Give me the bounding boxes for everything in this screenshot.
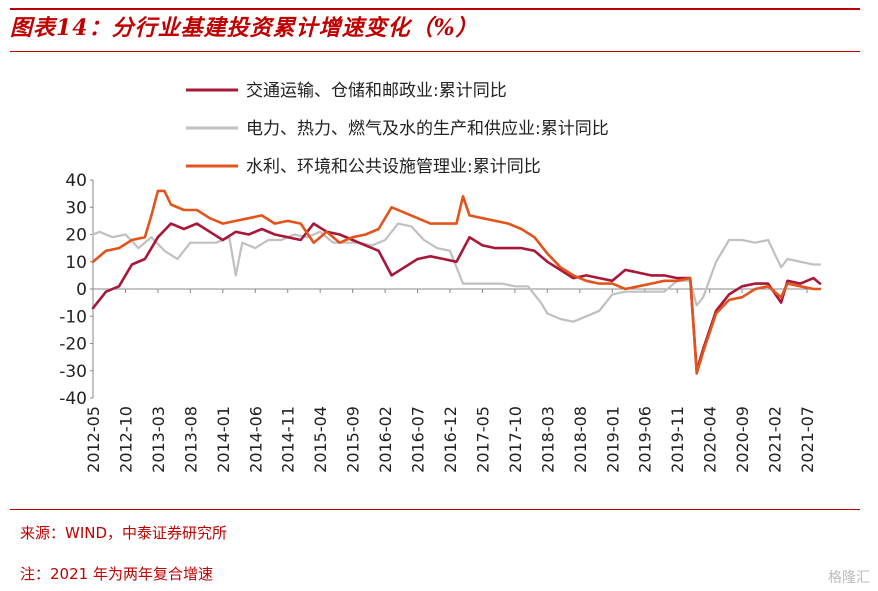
x-tick-label: 2019-11 <box>668 406 687 473</box>
legend-label-3: 水利、环境和公共设施管理业:累计同比 <box>246 157 541 177</box>
footnote: 注：2021 年为两年复合增速 <box>20 565 213 583</box>
y-tick-label: -20 <box>59 335 87 355</box>
x-tick-label: 2018-08 <box>571 406 590 473</box>
x-tick-label: 2018-03 <box>538 406 557 473</box>
y-tick-label: 10 <box>65 253 87 273</box>
x-tick-label: 2015-09 <box>344 406 363 473</box>
x-tick-label: 2020-04 <box>701 406 720 473</box>
x-tick-label: 2012-10 <box>116 406 135 473</box>
x-tick-label: 2017-10 <box>506 406 525 473</box>
title-rule <box>10 51 860 52</box>
x-tick-label: 2016-07 <box>409 406 428 473</box>
legend-label-1: 交通运输、仓储和邮政业:累计同比 <box>246 81 507 101</box>
y-tick-label: -30 <box>59 362 87 382</box>
series-lines <box>91 189 822 375</box>
x-tick-label: 2017-05 <box>473 406 492 473</box>
chart-title: 图表14：分行业基建投资累计增速变化（%） <box>10 15 479 41</box>
x-tick-label: 2021-02 <box>766 406 785 473</box>
x-tick-label: 2013-03 <box>149 406 168 473</box>
line-chart: 交通运输、仓储和邮政业:累计同比电力、热力、燃气及水的生产和供应业:累计同比水利… <box>59 81 822 473</box>
y-tick-label: 0 <box>76 280 87 300</box>
source-note: 来源：WIND，中泰证券研究所 <box>20 524 228 542</box>
legend-label-2: 电力、热力、燃气及水的生产和供应业:累计同比 <box>246 119 609 139</box>
footer-rule <box>10 509 860 510</box>
series-line-1 <box>91 222 822 373</box>
x-tick-label: 2020-09 <box>733 406 752 473</box>
y-tick-label: 40 <box>65 171 87 191</box>
series-line-2 <box>91 222 822 323</box>
watermark-logo: 格隆汇 <box>828 570 870 586</box>
x-tick-label: 2012-05 <box>84 406 103 473</box>
x-tick-label: 2013-08 <box>181 406 200 473</box>
series-line-3 <box>91 189 822 375</box>
y-tick-label: -10 <box>59 307 87 327</box>
x-tick-label: 2014-01 <box>214 406 233 473</box>
legend: 交通运输、仓储和邮政业:累计同比电力、热力、燃气及水的生产和供应业:累计同比水利… <box>186 81 609 177</box>
x-axis: 2012-05 2012-10 2013-03 2013-08 2014-01 2014-… <box>84 288 820 473</box>
y-tick-label: 20 <box>65 226 87 246</box>
y-tick-label: 30 <box>65 198 87 218</box>
x-tick-label: 2014-06 <box>246 406 265 473</box>
x-tick-label: 2016-12 <box>441 406 460 473</box>
x-tick-label: 2019-01 <box>603 406 622 473</box>
y-tick-label: -40 <box>59 389 87 409</box>
x-tick-label: 2015-04 <box>311 406 330 473</box>
x-tick-label: 2021-07 <box>798 406 817 473</box>
x-tick-label: 2014-11 <box>279 406 298 473</box>
y-axis: 40 30 20 10 0 -10 -20 -30 -40 <box>59 171 94 409</box>
x-tick-label: 2019-06 <box>636 406 655 473</box>
x-tick-label: 2016-02 <box>376 406 395 473</box>
top-rule <box>10 8 860 10</box>
